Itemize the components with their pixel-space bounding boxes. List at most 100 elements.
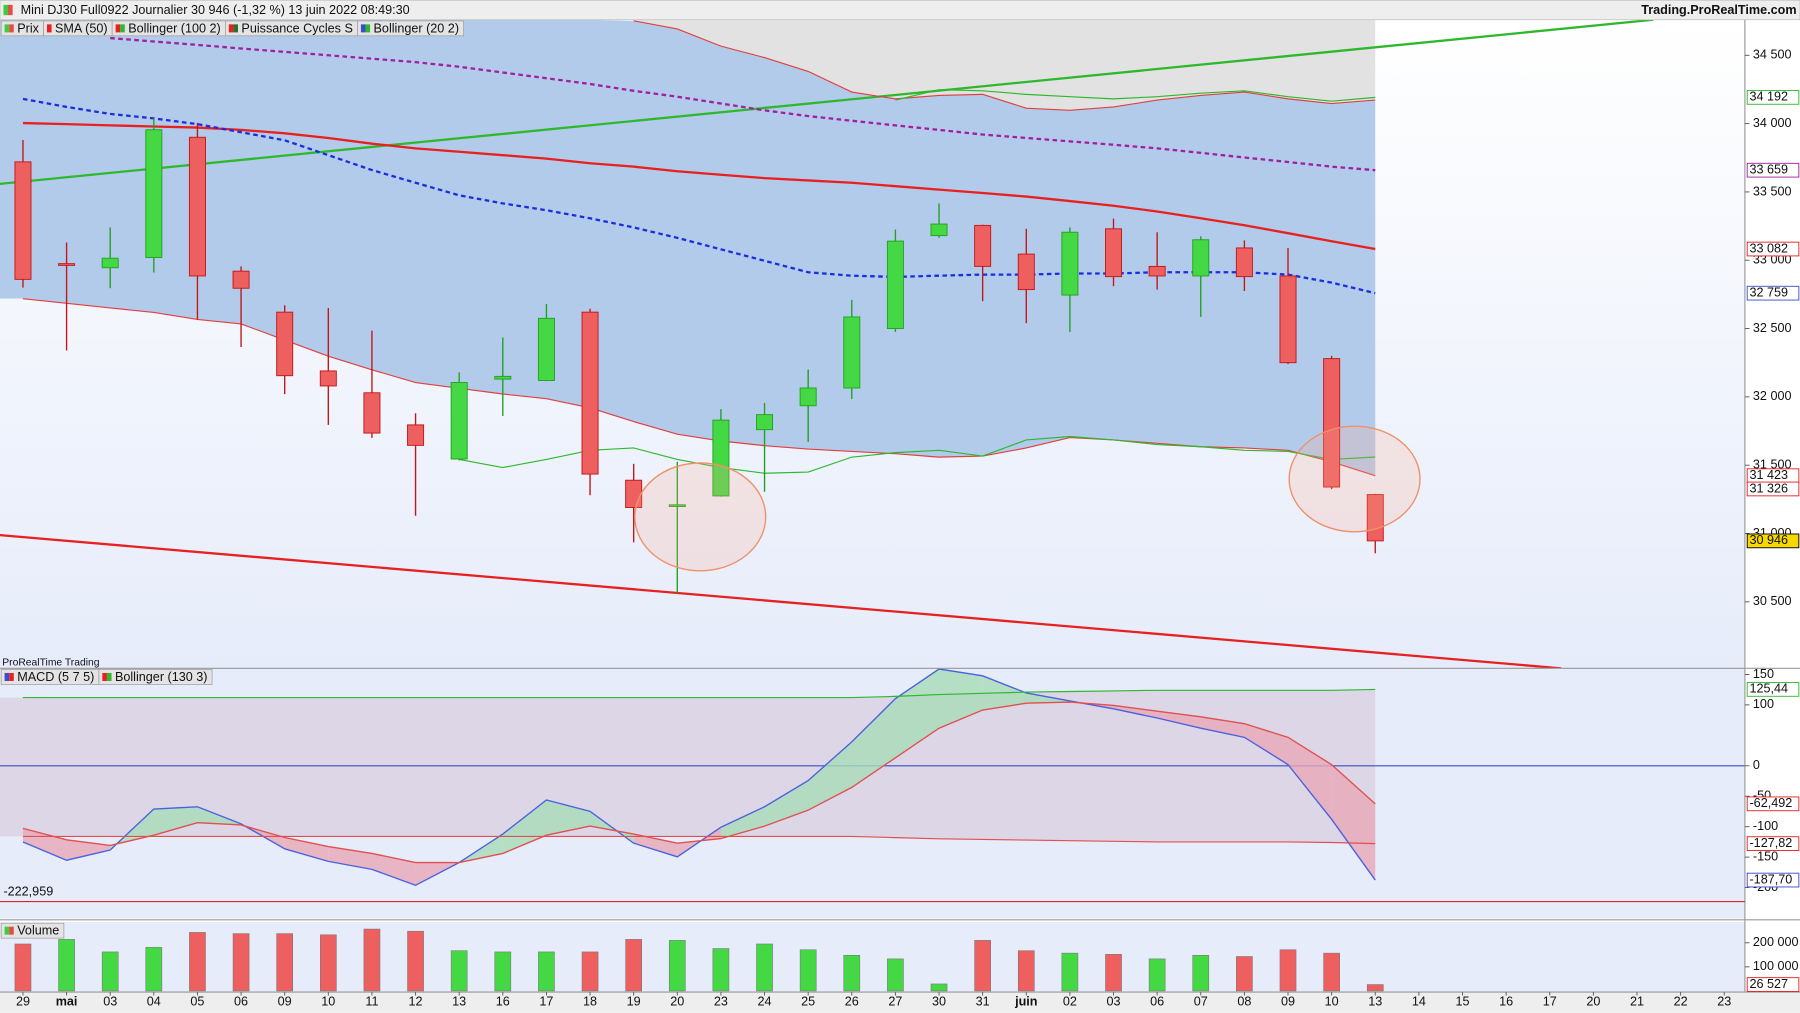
legend-label: Bollinger (20 2) xyxy=(374,21,460,35)
y-tick-label: 30 500 xyxy=(1753,594,1792,608)
legend-icon xyxy=(233,24,238,33)
legend-icon xyxy=(106,672,112,681)
y-tick-label: 0 xyxy=(1753,758,1760,772)
candle-body xyxy=(1061,231,1079,296)
highlight-circle xyxy=(634,462,767,572)
volume-bar xyxy=(1061,952,1079,992)
x-tick-label: 24 xyxy=(758,995,772,1009)
candle-body xyxy=(756,414,774,431)
overlay-line xyxy=(22,298,1376,477)
y-tick-label: 100 xyxy=(1753,697,1774,711)
x-tick-label: 15 xyxy=(1455,995,1469,1009)
volume-bar xyxy=(1236,956,1253,992)
legend-icon xyxy=(9,926,14,935)
volume-bar xyxy=(756,943,773,992)
last-value-box xyxy=(1746,162,1800,178)
candle-body xyxy=(1323,358,1341,488)
candle-body xyxy=(101,257,119,269)
macd-fill xyxy=(939,669,983,729)
x-tick-label: 10 xyxy=(321,995,335,1009)
y-tick-label: 32 000 xyxy=(1753,389,1792,403)
volume-bar xyxy=(232,933,250,992)
volume-bar xyxy=(799,949,817,992)
macd-line xyxy=(22,668,1376,887)
last-value-label: 31 423 xyxy=(1749,468,1788,482)
x-tick-label: 26 xyxy=(845,995,859,1009)
legend-icon xyxy=(4,672,10,681)
x-tick-label: 04 xyxy=(147,995,161,1009)
volume-bar xyxy=(1017,950,1035,992)
macd-fill xyxy=(1113,705,1158,718)
last-value-label: -127,82 xyxy=(1749,836,1792,850)
candle-body xyxy=(799,387,817,407)
y-tick-label: -150 xyxy=(1753,849,1778,863)
last-value-box xyxy=(1746,872,1800,888)
volume-bar xyxy=(14,943,32,992)
candle-body xyxy=(494,375,512,380)
legend-icon xyxy=(228,24,234,33)
volume-bar xyxy=(189,932,206,992)
trendline xyxy=(0,534,1562,669)
legend-icon xyxy=(365,24,371,33)
legend-icon xyxy=(9,672,14,681)
x-tick-label: 31 xyxy=(976,995,990,1009)
macd-line xyxy=(22,835,1376,845)
volume-bar xyxy=(494,951,512,992)
legend-item xyxy=(98,669,213,685)
x-tick-label: 27 xyxy=(888,995,902,1009)
source: Trading.ProRealTime.com xyxy=(1641,3,1796,17)
candle-body xyxy=(886,240,904,330)
x-tick-label: 11 xyxy=(365,995,378,1009)
x-tick-label: 06 xyxy=(1150,995,1164,1009)
legend-icon xyxy=(115,24,121,33)
trendline xyxy=(0,19,1654,185)
title-icon xyxy=(3,4,9,16)
candle-body xyxy=(581,311,599,475)
candle-body xyxy=(1017,253,1035,291)
volume-bar xyxy=(145,947,163,992)
x-tick-label: 23 xyxy=(714,995,728,1009)
last-value-label: 30 946 xyxy=(1749,533,1788,547)
candle-body xyxy=(1148,265,1166,277)
macd-fill xyxy=(1331,764,1376,881)
x-tick-label: 17 xyxy=(1543,995,1557,1009)
volume-bar xyxy=(930,983,948,992)
overlay-line xyxy=(633,20,1376,111)
x-tick-label: 22 xyxy=(1674,995,1688,1009)
last-value-box xyxy=(1746,285,1800,301)
candle-body xyxy=(363,392,381,434)
legend-label: Volume xyxy=(17,924,59,938)
candle-body xyxy=(668,504,686,507)
volume-bar xyxy=(363,928,381,992)
x-tick-label: 03 xyxy=(103,995,117,1009)
legend-label: Puissance Cycles S xyxy=(241,21,352,35)
x-tick-label: 16 xyxy=(496,995,510,1009)
macd-fill xyxy=(284,837,329,862)
volume-bar xyxy=(1192,955,1210,992)
x-tick-label: 12 xyxy=(409,995,423,1009)
overlay-line xyxy=(22,97,1376,295)
candle-body xyxy=(1279,275,1297,364)
macd-fill xyxy=(764,780,809,827)
x-axis-bar xyxy=(0,992,1800,1013)
y-tick-label: 34 000 xyxy=(1753,116,1792,130)
candle-body xyxy=(276,311,294,377)
x-tick-label: 23 xyxy=(1717,995,1731,1009)
x-tick-label: 14 xyxy=(1412,995,1426,1009)
volume-bar xyxy=(450,950,468,992)
volume-bar xyxy=(887,958,904,992)
candle-body xyxy=(974,224,992,267)
highlight-circle xyxy=(1288,425,1421,533)
last-value-box xyxy=(1746,682,1800,697)
y-tick-label: 31 500 xyxy=(1753,458,1792,472)
legend-icon xyxy=(4,926,10,935)
candle-body xyxy=(537,317,555,381)
candle-body xyxy=(145,129,163,258)
candle-body xyxy=(930,223,948,237)
x-tick-label: 10 xyxy=(1325,995,1339,1009)
volume-bar xyxy=(1148,958,1166,992)
legend-item xyxy=(0,922,65,939)
overlay-line xyxy=(895,89,1376,102)
